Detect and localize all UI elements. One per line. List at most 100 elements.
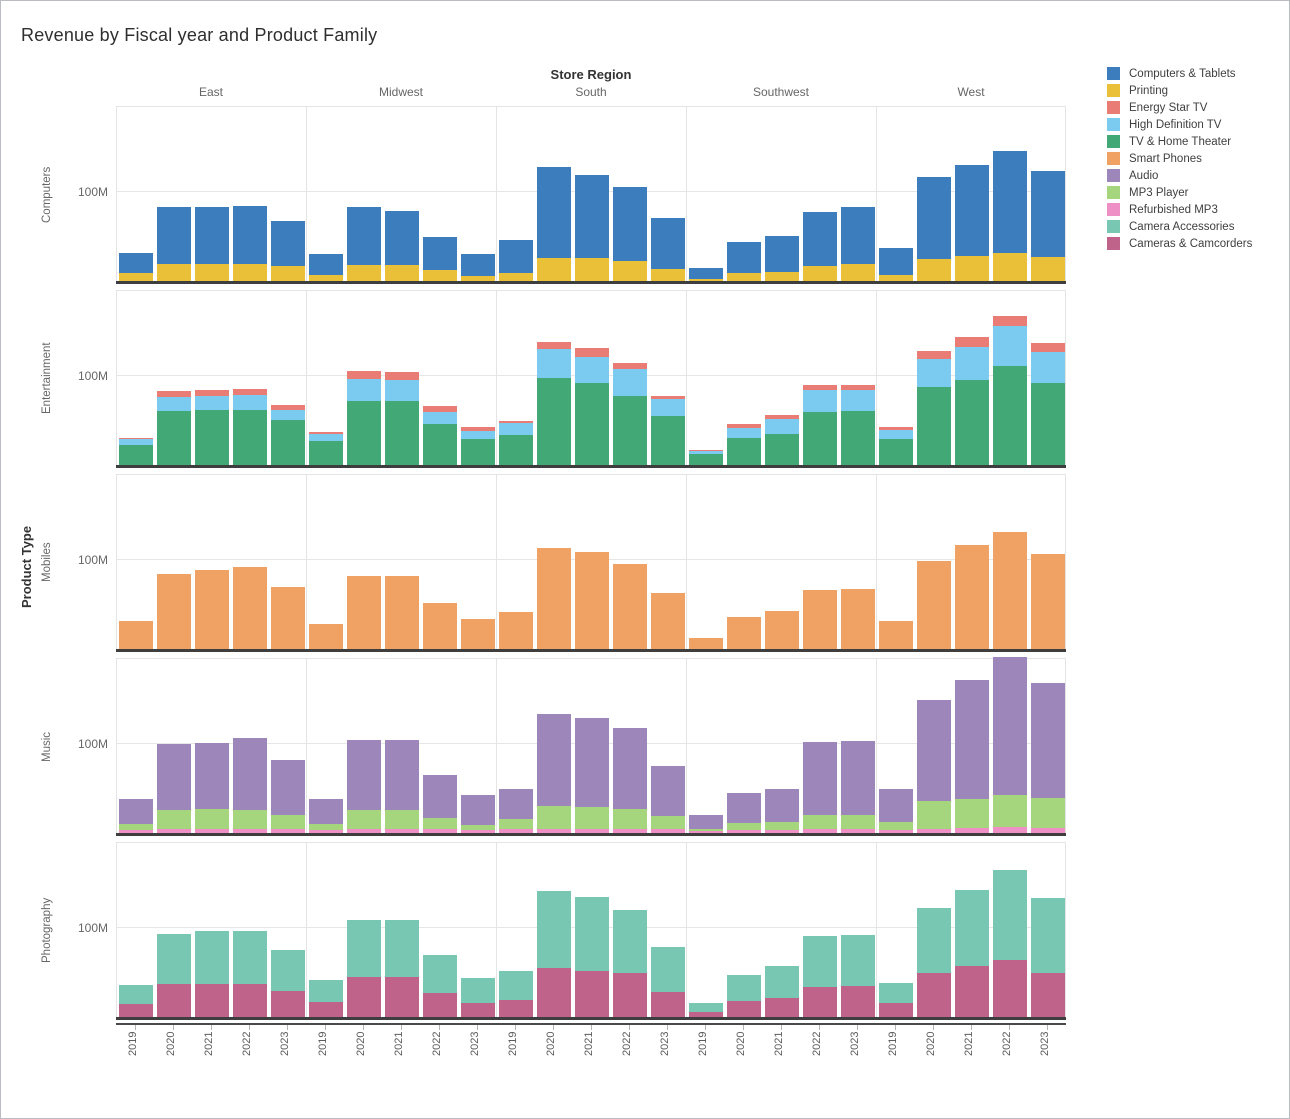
segment-tv-home-theater[interactable] (119, 445, 153, 466)
segment-smart-phones[interactable] (385, 576, 419, 650)
segment-energy-star-tv[interactable] (157, 390, 191, 398)
bar-computers-midwest-2021[interactable] (385, 211, 419, 282)
segment-smart-phones[interactable] (955, 544, 989, 650)
segment-cameras-camcorders[interactable] (499, 999, 533, 1018)
segment-energy-star-tv[interactable] (917, 350, 951, 359)
segment-cameras-camcorders[interactable] (841, 986, 875, 1018)
segment-camera-accessories[interactable] (385, 919, 419, 978)
bar-mobiles-south-2020[interactable] (537, 548, 571, 650)
bar-music-southwest-2020[interactable] (727, 793, 761, 834)
segment-cameras-camcorders[interactable] (233, 983, 267, 1018)
bar-music-west-2020[interactable] (917, 699, 951, 834)
segment-smart-phones[interactable] (423, 602, 457, 650)
segment-computers-tablets[interactable] (271, 221, 305, 266)
bar-computers-midwest-2022[interactable] (423, 236, 457, 282)
segment-printing[interactable] (651, 269, 685, 282)
segment-tv-home-theater[interactable] (271, 419, 305, 466)
bar-entertainment-east-2021[interactable] (195, 389, 229, 466)
bar-computers-west-2020[interactable] (917, 176, 951, 282)
segment-camera-accessories[interactable] (119, 985, 153, 1005)
bar-mobiles-midwest-2021[interactable] (385, 576, 419, 650)
segment-tv-home-theater[interactable] (803, 411, 837, 466)
segment-audio[interactable] (575, 717, 609, 807)
segment-computers-tablets[interactable] (157, 206, 191, 264)
segment-mp3-player[interactable] (613, 808, 647, 829)
segment-refurbished-mp3[interactable] (993, 826, 1027, 834)
segment-mp3-player[interactable] (651, 815, 685, 830)
segment-high-definition-tv[interactable] (347, 378, 381, 401)
bar-computers-west-2022[interactable] (993, 151, 1027, 282)
segment-energy-star-tv[interactable] (347, 370, 381, 379)
bar-mobiles-west-2022[interactable] (993, 532, 1027, 650)
bar-computers-east-2021[interactable] (195, 206, 229, 282)
segment-printing[interactable] (613, 261, 647, 282)
segment-camera-accessories[interactable] (917, 908, 951, 973)
segment-camera-accessories[interactable] (499, 970, 533, 1000)
segment-mp3-player[interactable] (765, 822, 799, 831)
segment-energy-star-tv[interactable] (765, 415, 799, 419)
segment-cameras-camcorders[interactable] (537, 968, 571, 1018)
segment-refurbished-mp3[interactable] (385, 829, 419, 834)
segment-high-definition-tv[interactable] (423, 411, 457, 425)
segment-tv-home-theater[interactable] (765, 434, 799, 466)
legend-item-audio[interactable]: Audio (1107, 167, 1252, 184)
segment-tv-home-theater[interactable] (499, 435, 533, 466)
segment-computers-tablets[interactable] (955, 164, 989, 256)
bar-music-midwest-2023[interactable] (461, 794, 495, 834)
segment-computers-tablets[interactable] (841, 206, 875, 264)
bar-photography-midwest-2023[interactable] (461, 978, 495, 1018)
segment-tv-home-theater[interactable] (157, 410, 191, 466)
bar-photography-south-2020[interactable] (537, 890, 571, 1018)
segment-camera-accessories[interactable] (993, 870, 1027, 960)
legend-item-high-definition-tv[interactable]: High Definition TV (1107, 116, 1252, 133)
segment-smart-phones[interactable] (537, 548, 571, 650)
segment-smart-phones[interactable] (917, 561, 951, 650)
segment-computers-tablets[interactable] (195, 206, 229, 264)
segment-refurbished-mp3[interactable] (955, 827, 989, 834)
segment-computers-tablets[interactable] (119, 252, 153, 273)
bar-mobiles-east-2023[interactable] (271, 587, 305, 650)
segment-audio[interactable] (613, 727, 647, 809)
segment-tv-home-theater[interactable] (651, 416, 685, 466)
segment-computers-tablets[interactable] (879, 247, 913, 275)
bar-photography-southwest-2022[interactable] (803, 936, 837, 1018)
segment-refurbished-mp3[interactable] (119, 830, 153, 834)
segment-smart-phones[interactable] (309, 623, 343, 650)
bar-music-south-2023[interactable] (651, 765, 685, 834)
segment-smart-phones[interactable] (993, 532, 1027, 650)
bar-computers-east-2019[interactable] (119, 252, 153, 282)
segment-audio[interactable] (385, 739, 419, 810)
segment-audio[interactable] (727, 793, 761, 824)
segment-high-definition-tv[interactable] (537, 348, 571, 378)
bar-entertainment-southwest-2022[interactable] (803, 385, 837, 466)
segment-camera-accessories[interactable] (689, 1002, 723, 1012)
bar-mobiles-midwest-2022[interactable] (423, 602, 457, 650)
segment-cameras-camcorders[interactable] (917, 972, 951, 1018)
segment-high-definition-tv[interactable] (841, 389, 875, 411)
segment-mp3-player[interactable] (727, 823, 761, 831)
bar-entertainment-east-2023[interactable] (271, 405, 305, 466)
bar-photography-east-2022[interactable] (233, 930, 267, 1018)
bar-entertainment-west-2023[interactable] (1031, 342, 1065, 466)
bar-music-east-2019[interactable] (119, 798, 153, 834)
segment-energy-star-tv[interactable] (651, 396, 685, 399)
segment-printing[interactable] (537, 258, 571, 282)
segment-energy-star-tv[interactable] (119, 437, 153, 439)
bar-music-southwest-2019[interactable] (689, 814, 723, 834)
bar-mobiles-west-2023[interactable] (1031, 553, 1065, 650)
bar-music-west-2022[interactable] (993, 657, 1027, 834)
bar-photography-east-2021[interactable] (195, 930, 229, 1018)
segment-printing[interactable] (385, 264, 419, 282)
segment-mp3-player[interactable] (879, 822, 913, 831)
segment-smart-phones[interactable] (727, 617, 761, 650)
bar-mobiles-east-2022[interactable] (233, 567, 267, 650)
segment-high-definition-tv[interactable] (689, 451, 723, 455)
segment-high-definition-tv[interactable] (955, 347, 989, 380)
bar-music-west-2023[interactable] (1031, 683, 1065, 834)
segment-mp3-player[interactable] (803, 814, 837, 830)
segment-high-definition-tv[interactable] (499, 423, 533, 436)
bar-entertainment-midwest-2022[interactable] (423, 406, 457, 466)
bar-music-midwest-2019[interactable] (309, 798, 343, 834)
segment-printing[interactable] (803, 265, 837, 282)
segment-printing[interactable] (309, 274, 343, 282)
